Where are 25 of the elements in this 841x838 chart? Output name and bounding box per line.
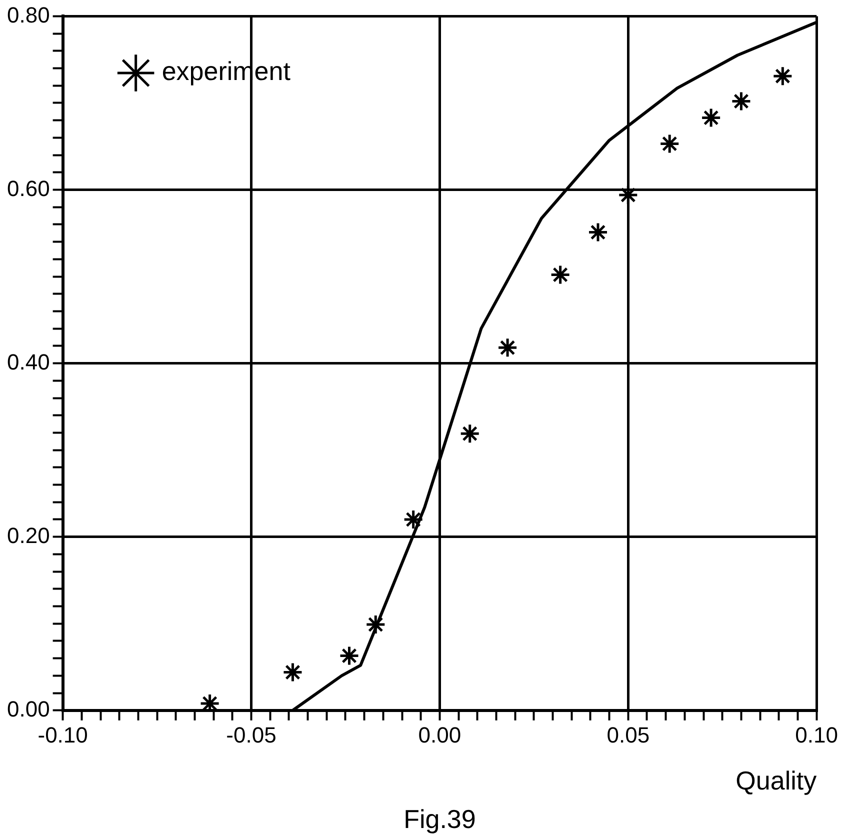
point — [730, 90, 752, 112]
point — [403, 509, 424, 530]
y-tick-label: 0.80 — [6, 2, 50, 28]
point — [365, 614, 386, 635]
y-tick-label: 0.40 — [6, 349, 50, 374]
x-tick-label: -0.05 — [226, 722, 276, 748]
point — [339, 645, 360, 666]
x-tick-label: -0.10 — [38, 722, 88, 748]
point — [550, 264, 571, 286]
caption: Fig.39 — [404, 804, 476, 834]
x-axis-title: Quality — [736, 766, 817, 796]
point — [772, 66, 793, 86]
point — [460, 423, 480, 444]
point — [588, 222, 608, 243]
x-tick-label: 0.00 — [418, 722, 462, 748]
point — [659, 134, 680, 154]
y-tick-label: 0.60 — [6, 176, 50, 201]
y-tick-label: 0.20 — [6, 522, 50, 548]
point — [497, 337, 518, 358]
point — [282, 662, 303, 682]
point — [618, 184, 638, 206]
x-tick-label: 0.10 — [795, 722, 838, 748]
x-tick-label: 0.05 — [606, 722, 650, 748]
y-tick-label: 0.00 — [6, 696, 50, 722]
point — [700, 107, 722, 128]
